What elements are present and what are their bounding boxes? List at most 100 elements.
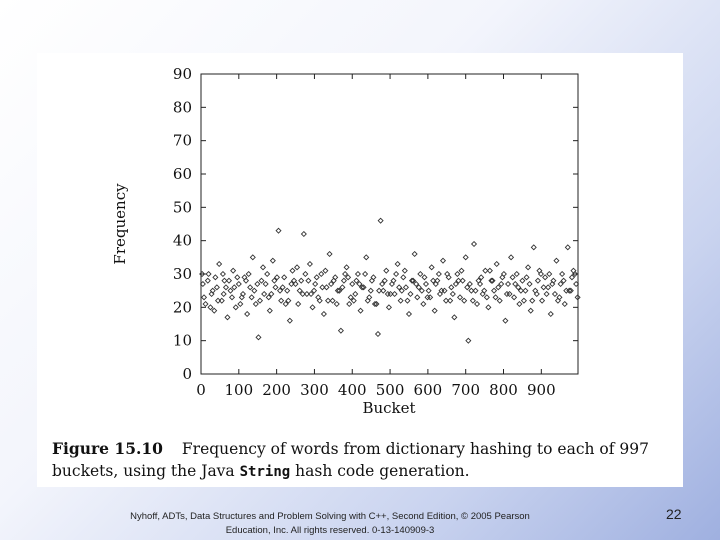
data-point	[478, 274, 485, 281]
data-point	[334, 287, 341, 294]
data-point	[435, 270, 442, 278]
data-point	[468, 287, 475, 294]
data-point	[511, 294, 518, 301]
data-point	[540, 284, 547, 291]
data-point	[466, 280, 473, 288]
data-point	[394, 260, 401, 268]
data-point	[364, 297, 371, 304]
data-point	[455, 277, 462, 284]
data-point	[439, 257, 447, 264]
data-point	[261, 290, 268, 298]
data-point	[539, 297, 546, 304]
data-point	[288, 280, 295, 288]
data-point	[312, 280, 319, 288]
data-point	[537, 270, 544, 278]
data-point	[492, 294, 499, 301]
data-point	[328, 280, 335, 288]
data-point	[289, 267, 296, 274]
data-point	[360, 284, 367, 291]
data-point	[305, 277, 312, 284]
data-point	[408, 277, 416, 284]
data-point	[454, 270, 461, 278]
data-point	[542, 274, 549, 281]
data-point	[508, 254, 515, 261]
data-point	[391, 290, 398, 298]
data-point	[227, 287, 234, 294]
data-point	[559, 270, 566, 278]
x-tick-label: 100	[224, 381, 253, 399]
x-ticks: 0 100 200 300 400 500 600 700 800 900	[196, 74, 556, 399]
data-point	[359, 284, 366, 291]
data-point	[410, 277, 417, 284]
data-point	[530, 244, 537, 251]
data-point	[464, 284, 471, 291]
data-point	[529, 297, 536, 304]
data-point	[441, 287, 448, 294]
data-point	[475, 277, 482, 284]
data-point	[557, 280, 564, 288]
data-point	[522, 287, 529, 294]
data-point	[523, 274, 530, 281]
data-point	[485, 304, 492, 311]
data-point	[400, 274, 407, 281]
y-tick-label: 30	[173, 265, 192, 283]
data-point	[489, 277, 496, 284]
data-point	[428, 264, 435, 271]
data-point	[442, 297, 450, 304]
y-tick-label: 90	[173, 65, 192, 83]
data-point	[545, 284, 552, 291]
data-point	[356, 280, 363, 288]
data-point	[512, 280, 519, 288]
data-point	[430, 277, 437, 284]
data-point	[482, 267, 489, 274]
data-point	[379, 280, 386, 288]
data-point	[316, 297, 323, 304]
data-point	[252, 300, 259, 308]
data-point	[319, 284, 326, 291]
data-point	[284, 287, 291, 294]
data-point	[573, 280, 580, 288]
data-point	[259, 264, 267, 271]
data-point	[343, 264, 350, 271]
data-point	[336, 287, 343, 294]
data-point	[414, 294, 421, 301]
data-point	[534, 277, 541, 284]
y-ticks: 0 10 20 30 40 50 60 70 80 90	[173, 65, 578, 383]
data-point	[339, 284, 346, 291]
caption-text: Frequency of words from dictionary hashi…	[52, 440, 649, 480]
data-point	[235, 280, 242, 288]
data-point	[323, 284, 330, 291]
data-point	[258, 277, 265, 284]
data-point	[219, 270, 226, 278]
y-tick-label: 70	[173, 132, 192, 150]
data-point	[458, 267, 465, 274]
data-point	[398, 287, 405, 294]
data-point	[418, 287, 425, 294]
data-point	[549, 280, 556, 288]
data-point	[390, 277, 397, 284]
data-point	[404, 297, 411, 304]
figure-panel: 0 10 20 30 40 50 60 70 80 90 0 100 200 300 400 500 600 7…	[37, 53, 683, 487]
data-point	[237, 300, 244, 308]
x-tick-label: 500	[376, 381, 405, 399]
data-point	[491, 287, 498, 294]
data-point	[256, 297, 264, 304]
data-point	[239, 290, 247, 298]
data-point	[503, 290, 510, 298]
page-number: 22	[666, 506, 682, 522]
data-point	[515, 284, 522, 291]
data-point	[527, 307, 534, 314]
data-point	[322, 267, 329, 274]
data-point	[411, 250, 418, 258]
x-tick-label: 200	[262, 381, 291, 399]
data-point	[543, 290, 550, 298]
data-point	[574, 294, 581, 301]
data-point	[245, 270, 252, 278]
data-point	[568, 274, 575, 281]
data-point	[459, 277, 466, 284]
caption-text-end: hash code generation.	[295, 462, 470, 480]
data-point	[248, 294, 255, 301]
data-point	[290, 277, 298, 284]
data-point	[350, 297, 357, 304]
data-point	[402, 284, 409, 291]
